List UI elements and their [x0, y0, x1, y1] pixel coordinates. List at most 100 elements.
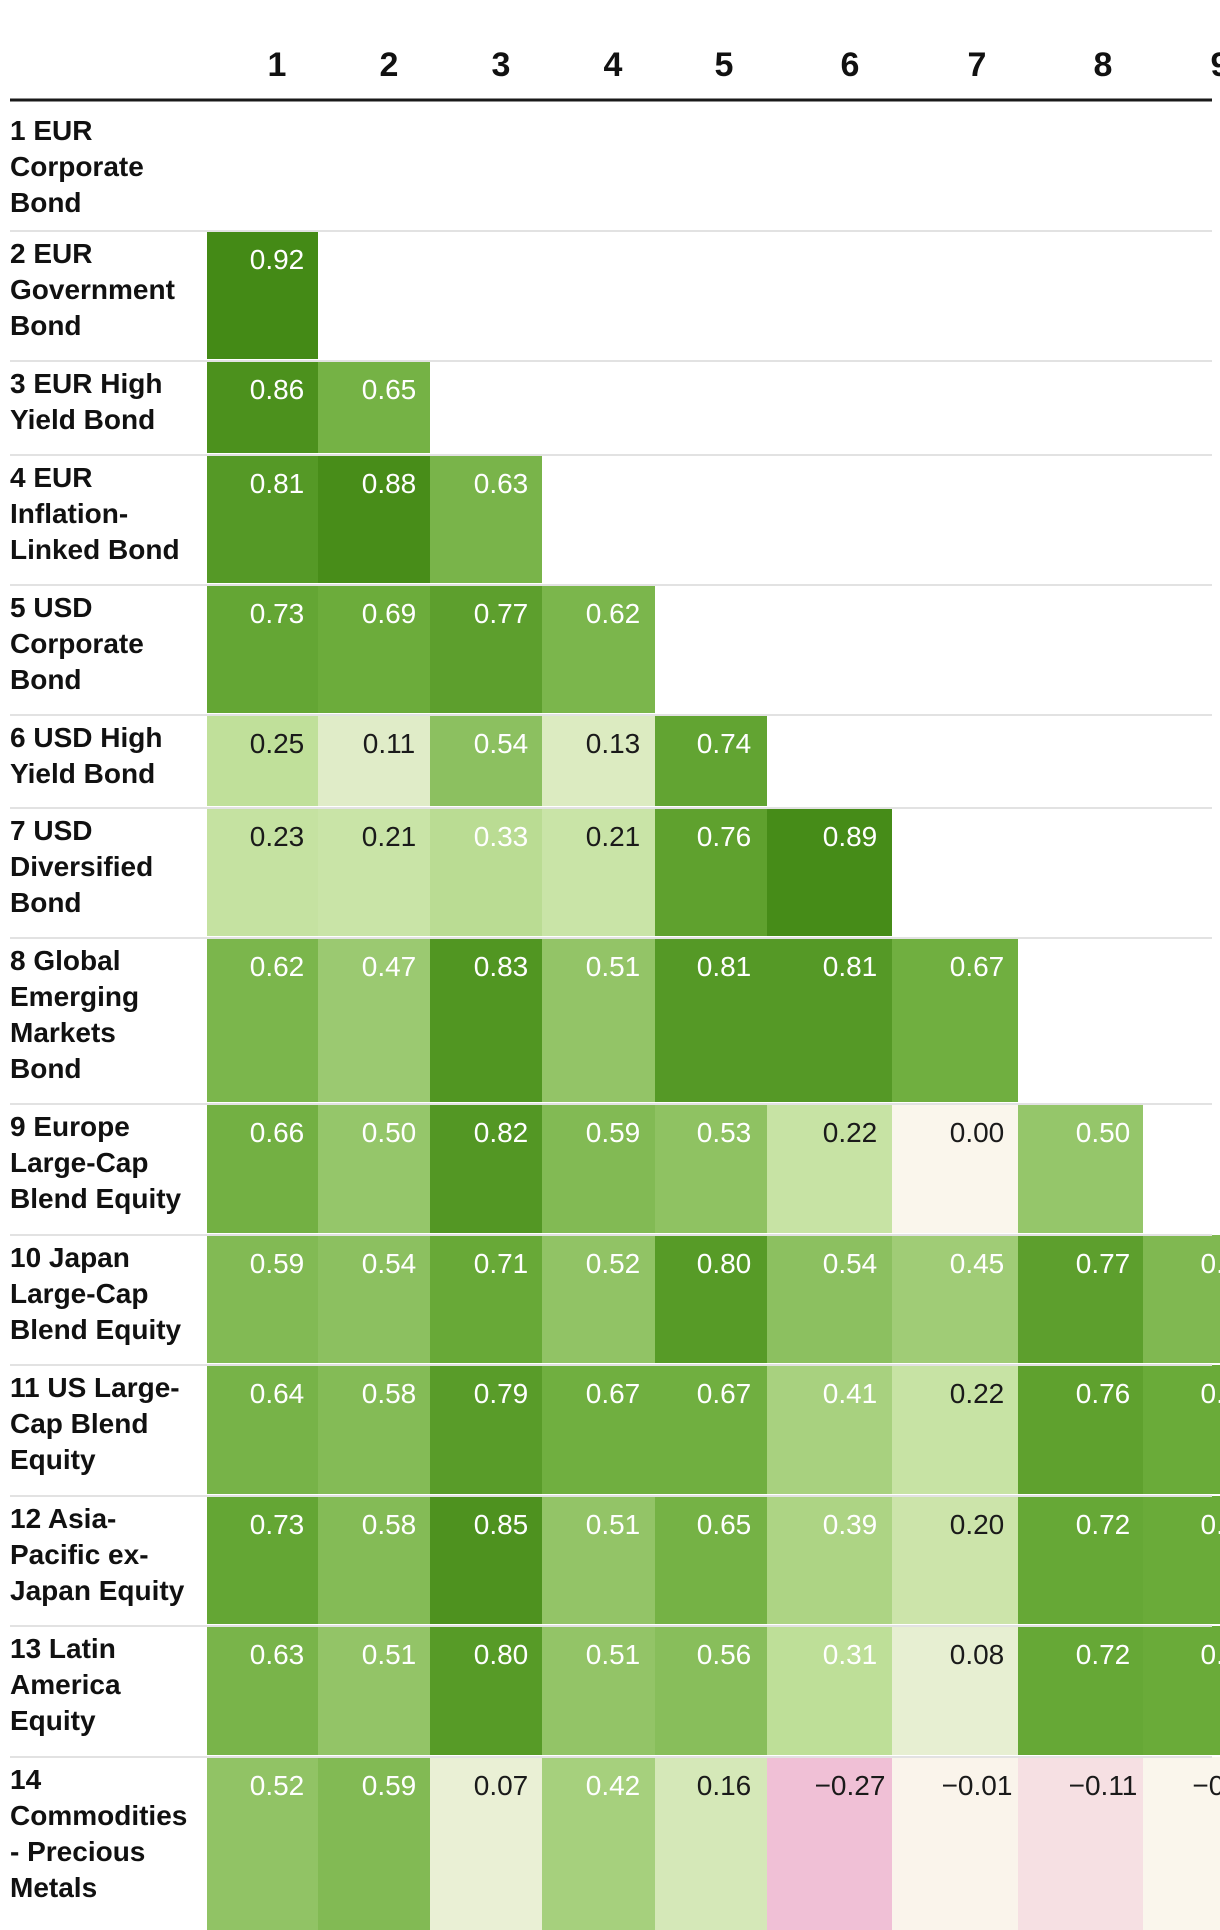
- cell-value-r9-c4: 0.59: [586, 1117, 641, 1148]
- cell-value-r11-c8: 0.76: [1076, 1378, 1131, 1409]
- row-label-7: 7 USD Diversified Bond: [10, 815, 153, 918]
- cell-value-r12-c3: 0.85: [474, 1509, 529, 1540]
- cell-r10-c2: [318, 1235, 430, 1363]
- cell-r6-c4: [542, 715, 655, 806]
- cell-r12-c4: [542, 1496, 655, 1624]
- cell-value-r8-c2: 0.47: [362, 951, 417, 982]
- cell-r14-c7: [892, 1757, 1018, 1930]
- cell-r7-c6: [767, 808, 892, 936]
- cell-r10-c8: [1018, 1235, 1143, 1363]
- cell-r7-c4: [542, 808, 655, 936]
- cell-r10-c6: [767, 1235, 892, 1363]
- cell-r13-c5: [655, 1626, 767, 1755]
- cell-value-r13-c8: 0.72: [1076, 1639, 1131, 1670]
- cell-value-r4-c2: 0.88: [362, 468, 417, 499]
- cell-r4-c1: [207, 455, 318, 583]
- cell-r11-c1: [207, 1365, 318, 1494]
- cell-value-r10-c5: 0.80: [697, 1248, 752, 1279]
- cell-r9-c4: [542, 1104, 655, 1233]
- row-separators: [10, 230, 1212, 1758]
- cell-value-r6-c1: 0.25: [250, 728, 305, 759]
- row-label-10: 10 Japan Large-Cap Blend Equity: [10, 1242, 182, 1345]
- cell-value-r10-c9: 0.6: [1201, 1248, 1220, 1279]
- cell-r3-c1: [207, 361, 318, 453]
- cell-r10-c7: [892, 1235, 1018, 1363]
- cell-r12-c6: [767, 1496, 892, 1624]
- row-label-3: 3 EUR High Yield Bond: [10, 368, 162, 435]
- cell-r9-c1: [207, 1104, 318, 1233]
- cell-r13-c3: [430, 1626, 542, 1755]
- cell-r9-c7: [892, 1104, 1018, 1233]
- column-label-7: 7: [968, 46, 987, 84]
- cell-value-r6-c5: 0.74: [697, 728, 752, 759]
- row-label-12: 12 Asia-Pacific ex-Japan Equity: [10, 1503, 185, 1606]
- cell-r11-c2: [318, 1365, 430, 1494]
- cell-r4-c3: [430, 455, 542, 583]
- cell-r13-c4: [542, 1626, 655, 1755]
- cell-value-r11-c5: 0.67: [697, 1378, 752, 1409]
- column-label-3: 3: [492, 46, 511, 84]
- cell-value-r9-c5: 0.53: [697, 1117, 752, 1148]
- row-label-13: 13 Latin America Equity: [10, 1633, 121, 1736]
- cell-value-r6-c3: 0.54: [474, 728, 529, 759]
- cell-value-r11-c4: 0.67: [586, 1378, 641, 1409]
- cell-value-r10-c6: 0.54: [823, 1248, 878, 1279]
- cell-r10-c4: [542, 1235, 655, 1363]
- cell-value-r9-c7: 0.00: [950, 1117, 1005, 1148]
- cell-value-r12-c8: 0.72: [1076, 1509, 1131, 1540]
- cell-value-r10-c1: 0.59: [250, 1248, 305, 1279]
- cell-value-r6-c4: 0.13: [586, 728, 641, 759]
- cell-value-r14-c7: −0.01: [942, 1770, 1013, 1801]
- cell-value-r11-c3: 0.79: [474, 1378, 529, 1409]
- row-label-5: 5 USD Corporate Bond: [10, 592, 144, 695]
- cell-r12-c1: [207, 1496, 318, 1624]
- cell-r10-c1: [207, 1235, 318, 1363]
- cell-value-r7-c4: 0.21: [586, 821, 641, 852]
- row-label-6: 6 USD High Yield Bond: [10, 722, 162, 789]
- cell-value-r5-c3: 0.77: [474, 598, 529, 629]
- cell-value-r5-c4: 0.62: [586, 598, 641, 629]
- cell-value-r3-c2: 0.65: [362, 374, 417, 405]
- cell-r8-c7: [892, 938, 1018, 1102]
- cell-r5-c2: [318, 585, 430, 713]
- cell-value-r7-c2: 0.21: [362, 821, 417, 852]
- cell-value-r14-c4: 0.42: [586, 1770, 641, 1801]
- cell-value-r14-c1: 0.52: [250, 1770, 305, 1801]
- row-label-1: 1 EUR Corporate Bond: [10, 115, 144, 218]
- cell-r9-c6: [767, 1104, 892, 1233]
- column-label-2: 2: [380, 46, 399, 84]
- cell-r11-c3: [430, 1365, 542, 1494]
- row-label-14: 14 Commodities - Precious Metals: [10, 1764, 187, 1903]
- column-label-9: 9: [1211, 46, 1220, 84]
- cell-r14-c6: [767, 1757, 892, 1930]
- cell-value-r12-c1: 0.73: [250, 1509, 305, 1540]
- cell-value-r9-c2: 0.50: [362, 1117, 417, 1148]
- column-label-8: 8: [1094, 46, 1113, 84]
- cell-r9-c2: [318, 1104, 430, 1233]
- cell-r11-c6: [767, 1365, 892, 1494]
- cell-r14-c3: [430, 1757, 542, 1930]
- cell-value-r7-c3: 0.33: [474, 821, 529, 852]
- cell-value-r13-c3: 0.80: [474, 1639, 529, 1670]
- cell-r7-c1: [207, 808, 318, 936]
- cell-r8-c2: [318, 938, 430, 1102]
- cell-value-r13-c5: 0.56: [697, 1639, 752, 1670]
- row-label-9: 9 Europe Large-Cap Blend Equity: [10, 1111, 182, 1214]
- cell-value-r9-c1: 0.66: [250, 1117, 305, 1148]
- cell-r8-c5: [655, 938, 767, 1102]
- cell-value-r4-c3: 0.63: [474, 468, 529, 499]
- cell-r13-c2: [318, 1626, 430, 1755]
- row-label-8: 8 Global Emerging Markets Bond: [10, 945, 139, 1084]
- cell-r3-c2: [318, 361, 430, 453]
- cell-r14-c8: [1018, 1757, 1143, 1930]
- cell-r12-c2: [318, 1496, 430, 1624]
- cell-r13-c1: [207, 1626, 318, 1755]
- cell-r2-c1: [207, 231, 318, 359]
- cell-value-r2-c1: 0.92: [250, 244, 305, 275]
- cell-value-r14-c6: −0.27: [815, 1770, 886, 1801]
- cell-value-r11-c7: 0.22: [950, 1378, 1005, 1409]
- cell-r14-c4: [542, 1757, 655, 1930]
- cell-value-r8-c6: 0.81: [823, 951, 878, 982]
- cell-value-r8-c4: 0.51: [586, 951, 641, 982]
- cell-r8-c4: [542, 938, 655, 1102]
